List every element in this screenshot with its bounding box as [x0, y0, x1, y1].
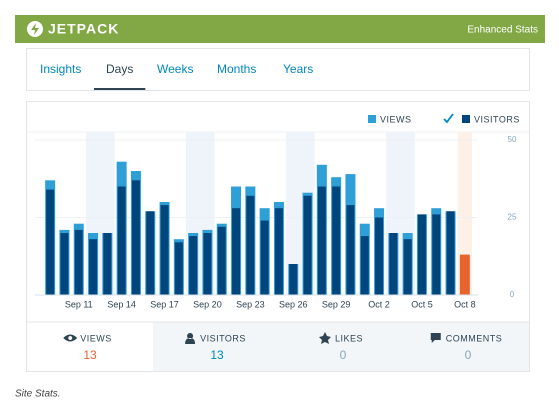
caption: Site Stats.	[15, 389, 61, 400]
bar	[89, 239, 98, 295]
summary-label[interactable]: VIEWS	[80, 333, 112, 343]
y-tick-label: 0	[510, 290, 515, 299]
x-tick-label: Oct 2	[368, 299, 390, 309]
summary-label[interactable]: COMMENTS	[446, 333, 503, 343]
icon-comment	[430, 333, 441, 343]
bar	[232, 208, 241, 295]
legend-check[interactable]	[443, 113, 454, 124]
summary-bg	[153, 322, 529, 371]
summary-value: 13	[210, 348, 224, 362]
brand: JETPACK	[48, 21, 119, 37]
bar	[303, 195, 312, 295]
y-tick-label: 25	[508, 213, 517, 222]
tab[interactable]: Years	[283, 62, 313, 76]
legend-label: VIEWS	[380, 114, 412, 124]
bar	[189, 236, 198, 295]
bar	[246, 195, 255, 295]
tab[interactable]: Insights	[40, 62, 81, 76]
bar	[460, 254, 469, 295]
x-tick-label: Sep 29	[322, 299, 351, 309]
bar	[174, 242, 183, 295]
bar	[446, 211, 455, 295]
x-tick-label: Sep 17	[150, 299, 179, 309]
bar	[389, 233, 398, 295]
enhanced-stats[interactable]: Enhanced Stats	[467, 25, 538, 36]
logo-bolt	[31, 23, 39, 35]
icon-star	[318, 332, 331, 344]
bar	[360, 236, 369, 295]
bar	[403, 239, 412, 295]
bar	[60, 233, 69, 295]
bar	[160, 205, 169, 295]
tabs-panel	[26, 48, 530, 91]
bar	[46, 189, 55, 295]
x-tick-label: Sep 26	[279, 299, 308, 309]
bar	[203, 233, 212, 295]
x-tick-label: Oct 8	[454, 299, 476, 309]
legend-label[interactable]: VISITORS	[474, 114, 520, 124]
y-tick-label: 50	[508, 135, 517, 144]
tab[interactable]: Weeks	[157, 62, 193, 76]
tab-underline	[94, 88, 146, 90]
summary-value: 13	[83, 348, 97, 362]
summary-value: 0	[340, 348, 347, 362]
x-tick-label: Sep 11	[65, 299, 93, 309]
bar	[289, 264, 298, 295]
x-tick-label: Sep 20	[193, 299, 222, 309]
icon-eye	[63, 334, 78, 342]
bar	[131, 180, 140, 295]
bar	[74, 229, 83, 295]
bar	[375, 217, 384, 295]
summary-label[interactable]: VISITORS	[200, 333, 246, 343]
bar	[274, 208, 283, 295]
bar	[217, 226, 226, 295]
summary-label[interactable]: LIKES	[335, 333, 363, 343]
bar	[432, 214, 441, 295]
header-bar	[15, 15, 545, 43]
bar	[260, 220, 269, 295]
x-tick-label: Sep 23	[236, 299, 265, 309]
summary-value: 0	[465, 348, 472, 362]
tab[interactable]: Months	[217, 62, 256, 76]
bar	[317, 186, 326, 295]
bar	[346, 205, 355, 295]
today-band	[457, 132, 472, 295]
x-tick-label: Oct 5	[411, 299, 433, 309]
x-tick-label: Sep 14	[107, 299, 136, 309]
bar	[103, 233, 112, 295]
bar	[117, 186, 126, 295]
legend-swatch	[368, 115, 376, 123]
tab[interactable]: Days	[106, 62, 133, 76]
bar	[146, 211, 155, 295]
icon-person	[185, 333, 196, 344]
legend-swatch	[462, 115, 470, 123]
bar	[332, 186, 341, 295]
bar	[417, 214, 426, 295]
